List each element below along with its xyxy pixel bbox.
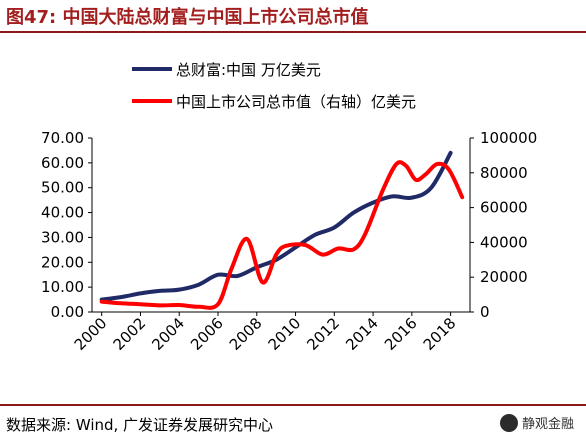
x-tick-label: 2010	[265, 314, 305, 354]
right-tick-label: 20000	[480, 268, 528, 286]
right-tick-label: 60000	[480, 199, 528, 217]
x-tick-label: 2016	[381, 314, 421, 354]
left-tick-label: 60.00	[41, 154, 84, 172]
right-tick-label: 0	[480, 303, 490, 321]
figure-title-bar: 图47: 中国大陆总财富与中国上市公司总市值	[0, 0, 586, 30]
left-tick-label: 20.00	[41, 253, 84, 271]
source-note: 数据来源: Wind, 广发证券发展研究中心	[6, 416, 274, 434]
chart-series	[99, 150, 465, 310]
figure-title: 图47: 中国大陆总财富与中国上市公司总市值	[6, 7, 369, 28]
x-tick-label: 2018	[420, 314, 460, 354]
footer-divider	[0, 404, 586, 406]
x-tick-label: 2002	[110, 314, 150, 354]
watermark-text: 静观金融	[521, 417, 574, 432]
x-tick-label: 2008	[226, 314, 266, 354]
watermark: 静观金融	[495, 411, 578, 434]
left-tick-label: 10.00	[41, 278, 84, 296]
x-tick-label: 2004	[148, 314, 188, 354]
left-tick-label: 0.00	[51, 303, 84, 321]
wechat-logo-icon	[499, 413, 518, 432]
left-tick-label: 70.00	[41, 129, 84, 147]
wealth-series-line	[99, 150, 453, 302]
left-tick-label: 40.00	[41, 204, 84, 222]
left-tick-label: 50.00	[41, 179, 84, 197]
legend-label-marketcap: 中国上市公司总市值（右轴）亿美元	[176, 93, 416, 111]
title-divider	[0, 31, 586, 33]
left-tick-label: 30.00	[41, 228, 84, 246]
chart-axes: 0.00 10.00 20.00 30.00 40.00 50.00 60.00 70.00 0…	[41, 129, 537, 354]
x-tick-label: 2006	[187, 314, 227, 354]
legend-label-wealth: 总财富:中国 万亿美元	[176, 61, 321, 79]
right-tick-label: 100000	[480, 129, 537, 147]
marketcap-series-line	[99, 160, 465, 310]
x-tick-label: 2012	[303, 314, 343, 354]
x-tick-label: 2014	[342, 314, 382, 354]
right-tick-label: 40000	[480, 233, 528, 251]
right-tick-label: 80000	[480, 164, 528, 182]
